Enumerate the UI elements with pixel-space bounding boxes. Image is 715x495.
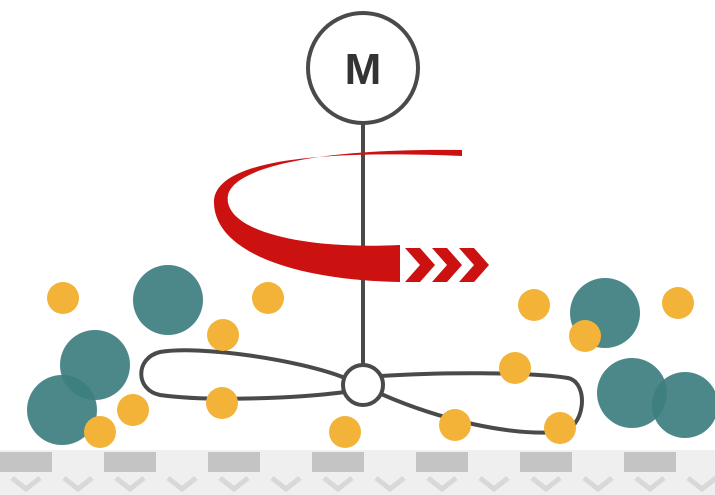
floor (0, 450, 715, 495)
large-particles (27, 265, 715, 445)
motor-label: M (345, 45, 382, 94)
rotation-arrow (213, 149, 489, 282)
small-particles (47, 282, 694, 448)
motor: M (306, 11, 420, 125)
impeller (139, 123, 584, 435)
